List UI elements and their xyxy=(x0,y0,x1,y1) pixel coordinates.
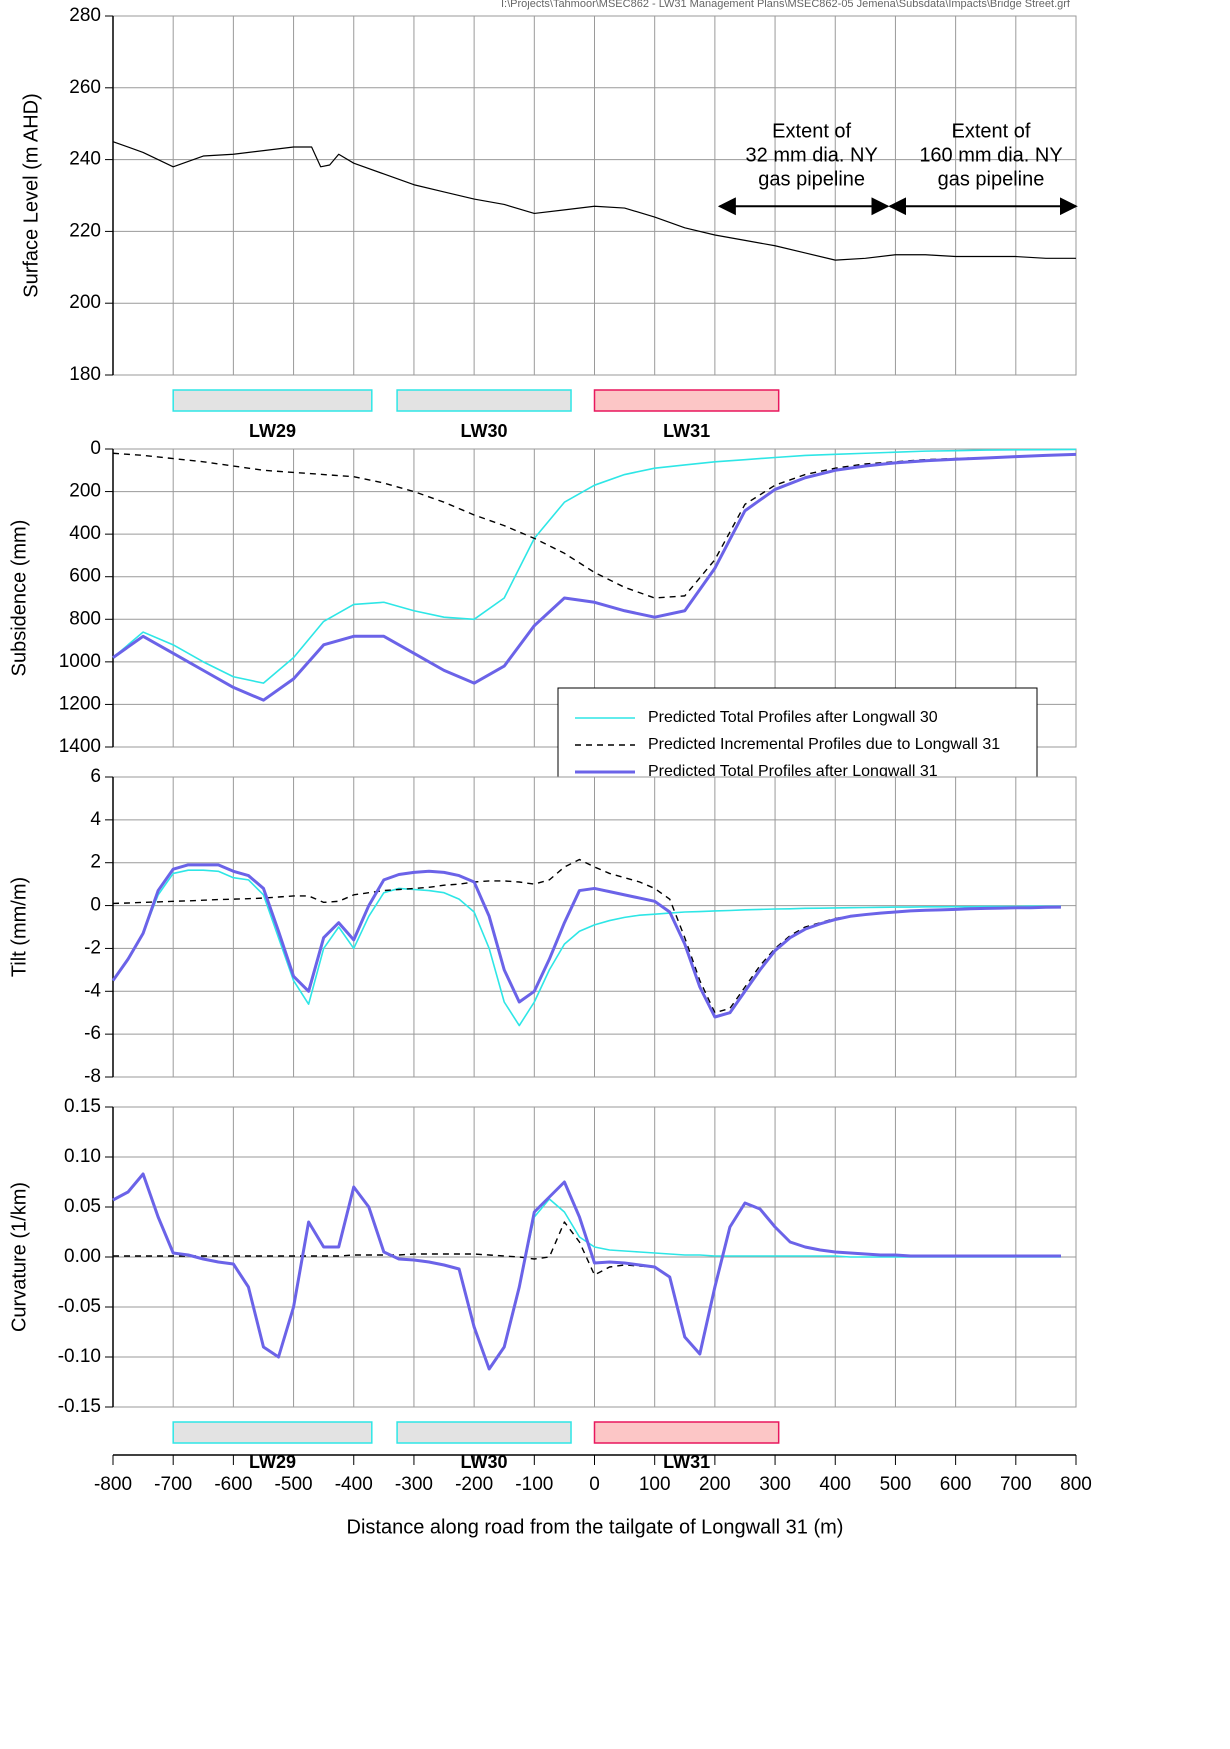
file-path: I:\Projects\Tahmoor\MSEC862 - LW31 Manag… xyxy=(501,0,1071,10)
y-tick-label: 260 xyxy=(69,77,101,98)
data-line xyxy=(112,141,1076,261)
y-axis-title: Surface Level (m AHD) xyxy=(20,93,42,298)
x-tick-label: -600 xyxy=(214,1474,252,1495)
y-tick-label: 6 xyxy=(90,766,101,787)
y-tick-label: -0.05 xyxy=(58,1296,101,1317)
annotation-text: Extent of xyxy=(952,121,1031,143)
x-tick-label: 200 xyxy=(699,1474,731,1495)
longwall-panel xyxy=(396,1421,572,1444)
longwall-label: LW30 xyxy=(461,421,508,441)
y-tick-label: -0.10 xyxy=(58,1346,101,1367)
longwall-label: LW29 xyxy=(249,421,296,441)
y-tick-label: 0.00 xyxy=(64,1246,101,1267)
x-tick-label: 800 xyxy=(1060,1474,1092,1495)
y-tick-label: 0.10 xyxy=(64,1146,101,1167)
y-tick-label: -6 xyxy=(84,1023,101,1044)
y-tick-label: 400 xyxy=(69,523,101,544)
y-tick-label: 200 xyxy=(69,481,101,502)
longwall-label: LW29 xyxy=(249,1452,296,1472)
x-tick-label: -100 xyxy=(515,1474,553,1495)
x-tick-label: -700 xyxy=(154,1474,192,1495)
data-line xyxy=(112,452,1077,702)
y-tick-label: 2 xyxy=(90,852,101,873)
y-tick-label: 0 xyxy=(90,895,101,916)
data-line xyxy=(112,869,1061,1027)
y-tick-label: 1400 xyxy=(59,736,101,757)
annotation-text: 160 mm dia. NY xyxy=(919,145,1062,167)
x-tick-label: 0 xyxy=(589,1474,600,1495)
annotation-text: gas pipeline xyxy=(938,169,1045,191)
y-tick-label: 0.05 xyxy=(64,1196,101,1217)
longwall-panel xyxy=(172,389,373,412)
y-tick-label: 0.15 xyxy=(64,1096,101,1117)
longwall-label: LW30 xyxy=(461,1452,508,1472)
y-tick-label: 1000 xyxy=(59,651,101,672)
y-tick-label: 1200 xyxy=(59,693,101,714)
longwall-label: LW31 xyxy=(663,1452,710,1472)
annotation-text: 32 mm dia. NY xyxy=(746,145,878,167)
longwall-panel xyxy=(593,389,780,412)
y-tick-label: 600 xyxy=(69,566,101,587)
y-tick-label: 200 xyxy=(69,292,101,313)
x-tick-label: 400 xyxy=(819,1474,851,1495)
longwall-label: LW31 xyxy=(663,421,710,441)
y-tick-label: 220 xyxy=(69,220,101,241)
y-tick-label: 0 xyxy=(90,438,101,459)
x-tick-label: 600 xyxy=(940,1474,972,1495)
x-tick-label: -300 xyxy=(395,1474,433,1495)
y-tick-label: 180 xyxy=(69,364,101,385)
x-tick-label: 700 xyxy=(1000,1474,1032,1495)
x-tick-label: 300 xyxy=(759,1474,791,1495)
data-line xyxy=(112,1172,1061,1371)
y-tick-label: 240 xyxy=(69,149,101,170)
y-tick-label: -4 xyxy=(84,980,101,1001)
x-axis-title: Distance along road from the tailgate of… xyxy=(347,1516,844,1538)
legend-label: Predicted Incremental Profiles due to Lo… xyxy=(648,736,1000,753)
legend-label: Predicted Total Profiles after Longwall … xyxy=(648,709,938,726)
x-tick-label: -400 xyxy=(335,1474,373,1495)
y-tick-label: -8 xyxy=(84,1066,101,1087)
x-tick-label: 100 xyxy=(639,1474,671,1495)
x-tick-label: -500 xyxy=(275,1474,313,1495)
y-tick-label: -2 xyxy=(84,937,101,958)
y-tick-label: 280 xyxy=(69,5,101,26)
legend-label: Predicted Total Profiles after Longwall … xyxy=(648,763,938,780)
y-tick-label: 4 xyxy=(90,809,101,830)
y-axis-title: Tilt (mm/m) xyxy=(8,877,30,977)
annotation-text: gas pipeline xyxy=(758,169,865,191)
longwall-panel xyxy=(172,1421,373,1444)
data-line xyxy=(112,448,1077,684)
x-tick-label: -200 xyxy=(455,1474,493,1495)
data-line xyxy=(111,863,1061,1019)
annotation-text: Extent of xyxy=(772,121,851,143)
y-axis-title: Subsidence (mm) xyxy=(8,520,30,677)
y-axis-title: Curvature (1/km) xyxy=(8,1182,30,1332)
x-tick-label: 500 xyxy=(880,1474,912,1495)
longwall-panel xyxy=(396,389,572,412)
longwall-panel xyxy=(593,1421,780,1444)
y-tick-label: 800 xyxy=(69,608,101,629)
x-tick-label: -800 xyxy=(94,1474,132,1495)
y-tick-label: -0.15 xyxy=(58,1396,101,1417)
